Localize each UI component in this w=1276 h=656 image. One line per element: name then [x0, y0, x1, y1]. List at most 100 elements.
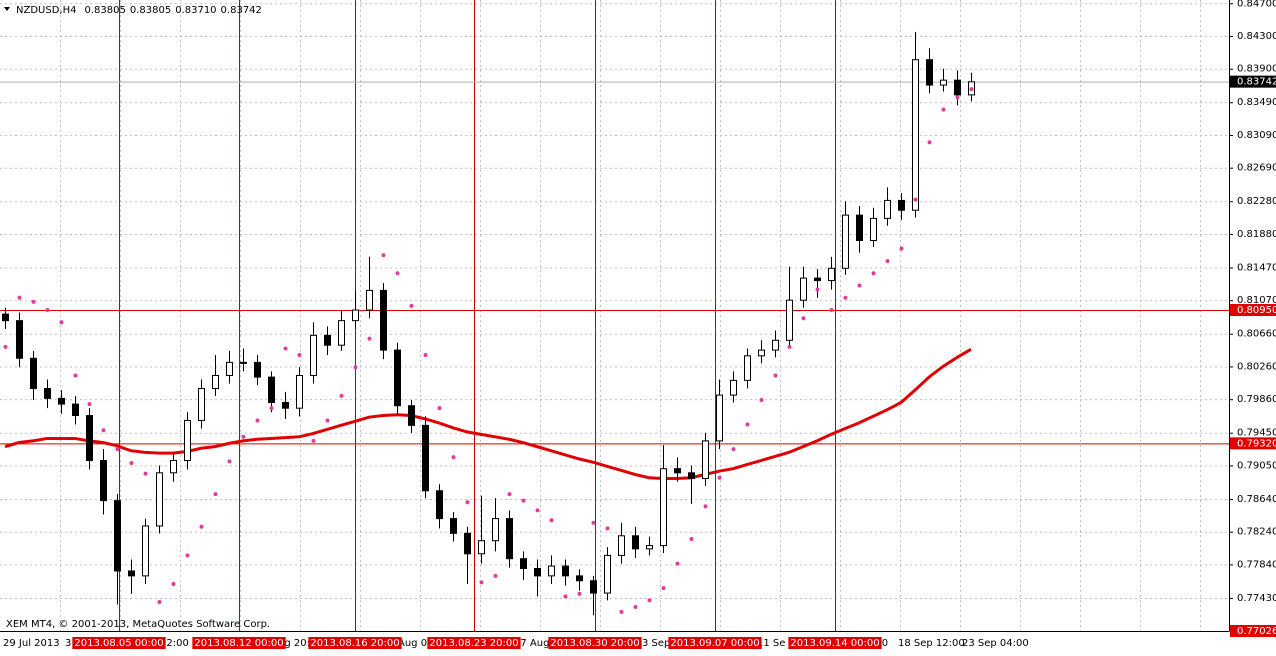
candle-body	[226, 361, 233, 376]
sar-dot	[815, 287, 820, 292]
sar-dot	[297, 353, 302, 358]
candle-body	[30, 357, 37, 390]
candle-body	[618, 535, 625, 556]
sar-dot	[255, 418, 260, 423]
candle-body	[856, 214, 863, 241]
candle-body	[100, 460, 107, 502]
sar-dot	[381, 253, 386, 258]
sar-dot	[549, 518, 554, 523]
candle-body	[954, 79, 961, 96]
plot	[2, 31, 975, 616]
candle-body	[282, 401, 289, 409]
sar-dot	[577, 591, 582, 596]
candle-body	[352, 309, 359, 322]
sar-dot	[829, 308, 834, 313]
candle-body	[450, 518, 457, 534]
candle-body	[86, 415, 93, 462]
sar-dot	[885, 258, 890, 263]
candle-body	[492, 518, 499, 542]
sar-dot	[241, 434, 246, 439]
candle-body	[674, 468, 681, 474]
candle-body	[338, 320, 345, 346]
bottom-price-label-bg	[1230, 625, 1276, 637]
sar-dot	[17, 295, 22, 300]
x-tick-label: 3 Sep 2	[642, 638, 680, 649]
y-tick-label: 0.77840	[1237, 559, 1276, 570]
menu-triangle[interactable]	[4, 7, 10, 11]
vline-label: 2013.09.07 00:00	[670, 638, 759, 649]
sar-dot	[605, 526, 610, 531]
sar-dot	[45, 308, 50, 313]
candle-body	[646, 545, 653, 550]
vline-label: 2013.08.12 00:00	[194, 638, 283, 649]
candle-body	[240, 361, 247, 364]
sar-dot	[227, 459, 232, 464]
vline-label: 2013.08.05 00:00	[74, 638, 163, 649]
candle-body	[772, 339, 779, 351]
candle-body	[310, 334, 317, 376]
sar-dot	[927, 140, 932, 145]
candle-body	[198, 388, 205, 421]
candle-body	[534, 568, 541, 577]
candle-body	[590, 580, 597, 594]
moving-average	[4, 347, 972, 481]
vline-label-bg	[548, 637, 642, 649]
candle-body	[212, 374, 219, 390]
candle-body	[408, 405, 415, 426]
y-tick-label: 0.78240	[1237, 527, 1276, 538]
vline-label-bg	[788, 637, 882, 649]
y-tick-label: 0.77430	[1237, 593, 1276, 604]
sar-dot	[171, 582, 176, 587]
candle-body	[716, 394, 723, 442]
y-tick-label: 0.79050	[1237, 460, 1276, 471]
candle-body	[940, 79, 947, 86]
y-tick-label: 0.78640	[1237, 494, 1276, 505]
sar-dot	[955, 95, 960, 100]
x-tick-label: 29 Jul 2013	[3, 638, 60, 649]
x-tick-label: 11 Se	[757, 638, 785, 649]
vline-label: 2013.09.14 00:00	[790, 638, 879, 649]
sar-dot	[913, 197, 918, 202]
sar-dot	[535, 508, 540, 513]
candle-body	[394, 349, 401, 407]
sar-dot	[59, 320, 64, 325]
candle-body	[562, 565, 569, 577]
y-tick-label: 0.84300	[1237, 31, 1276, 42]
x-tick-label: Aug 04:0	[398, 638, 443, 649]
candle-body	[800, 277, 807, 301]
candle-body	[702, 440, 709, 480]
y-tick-label: 0.80260	[1237, 361, 1276, 372]
hline-label: 0.80950	[1237, 305, 1276, 316]
vline-label-bg	[427, 637, 521, 649]
sar-dot	[143, 471, 148, 476]
sar-dot	[689, 537, 694, 542]
x-tick-label: 23 Sep 04:00	[962, 638, 1029, 649]
candle-body	[520, 558, 527, 570]
y-tick-label: 0.79450	[1237, 428, 1276, 439]
sar-dot	[563, 594, 568, 599]
sar-dot	[409, 303, 414, 308]
sar-dot	[283, 346, 288, 351]
candle-body	[730, 379, 737, 396]
sar-dot	[395, 271, 400, 276]
sar-dot	[115, 447, 120, 452]
candle-body	[478, 540, 485, 555]
header-price: 0.83710	[175, 5, 216, 16]
sar-dot	[759, 397, 764, 402]
hline-label-bg	[1230, 437, 1276, 450]
candle-body	[128, 570, 135, 577]
sar-dot	[129, 460, 134, 465]
candle-body	[758, 349, 765, 357]
candle-body	[422, 424, 429, 492]
candle-body	[184, 419, 191, 462]
candle-body	[142, 525, 149, 577]
sar-dot	[3, 344, 8, 349]
sar-dot	[675, 561, 680, 566]
vline-label: 2013.08.30 20:00	[550, 638, 639, 649]
candle-body	[688, 472, 695, 480]
sar-dot	[479, 580, 484, 585]
copyright: XEM MT4, © 2001-2013, MetaQuotes Softwar…	[6, 619, 270, 630]
candle-body	[16, 320, 23, 359]
